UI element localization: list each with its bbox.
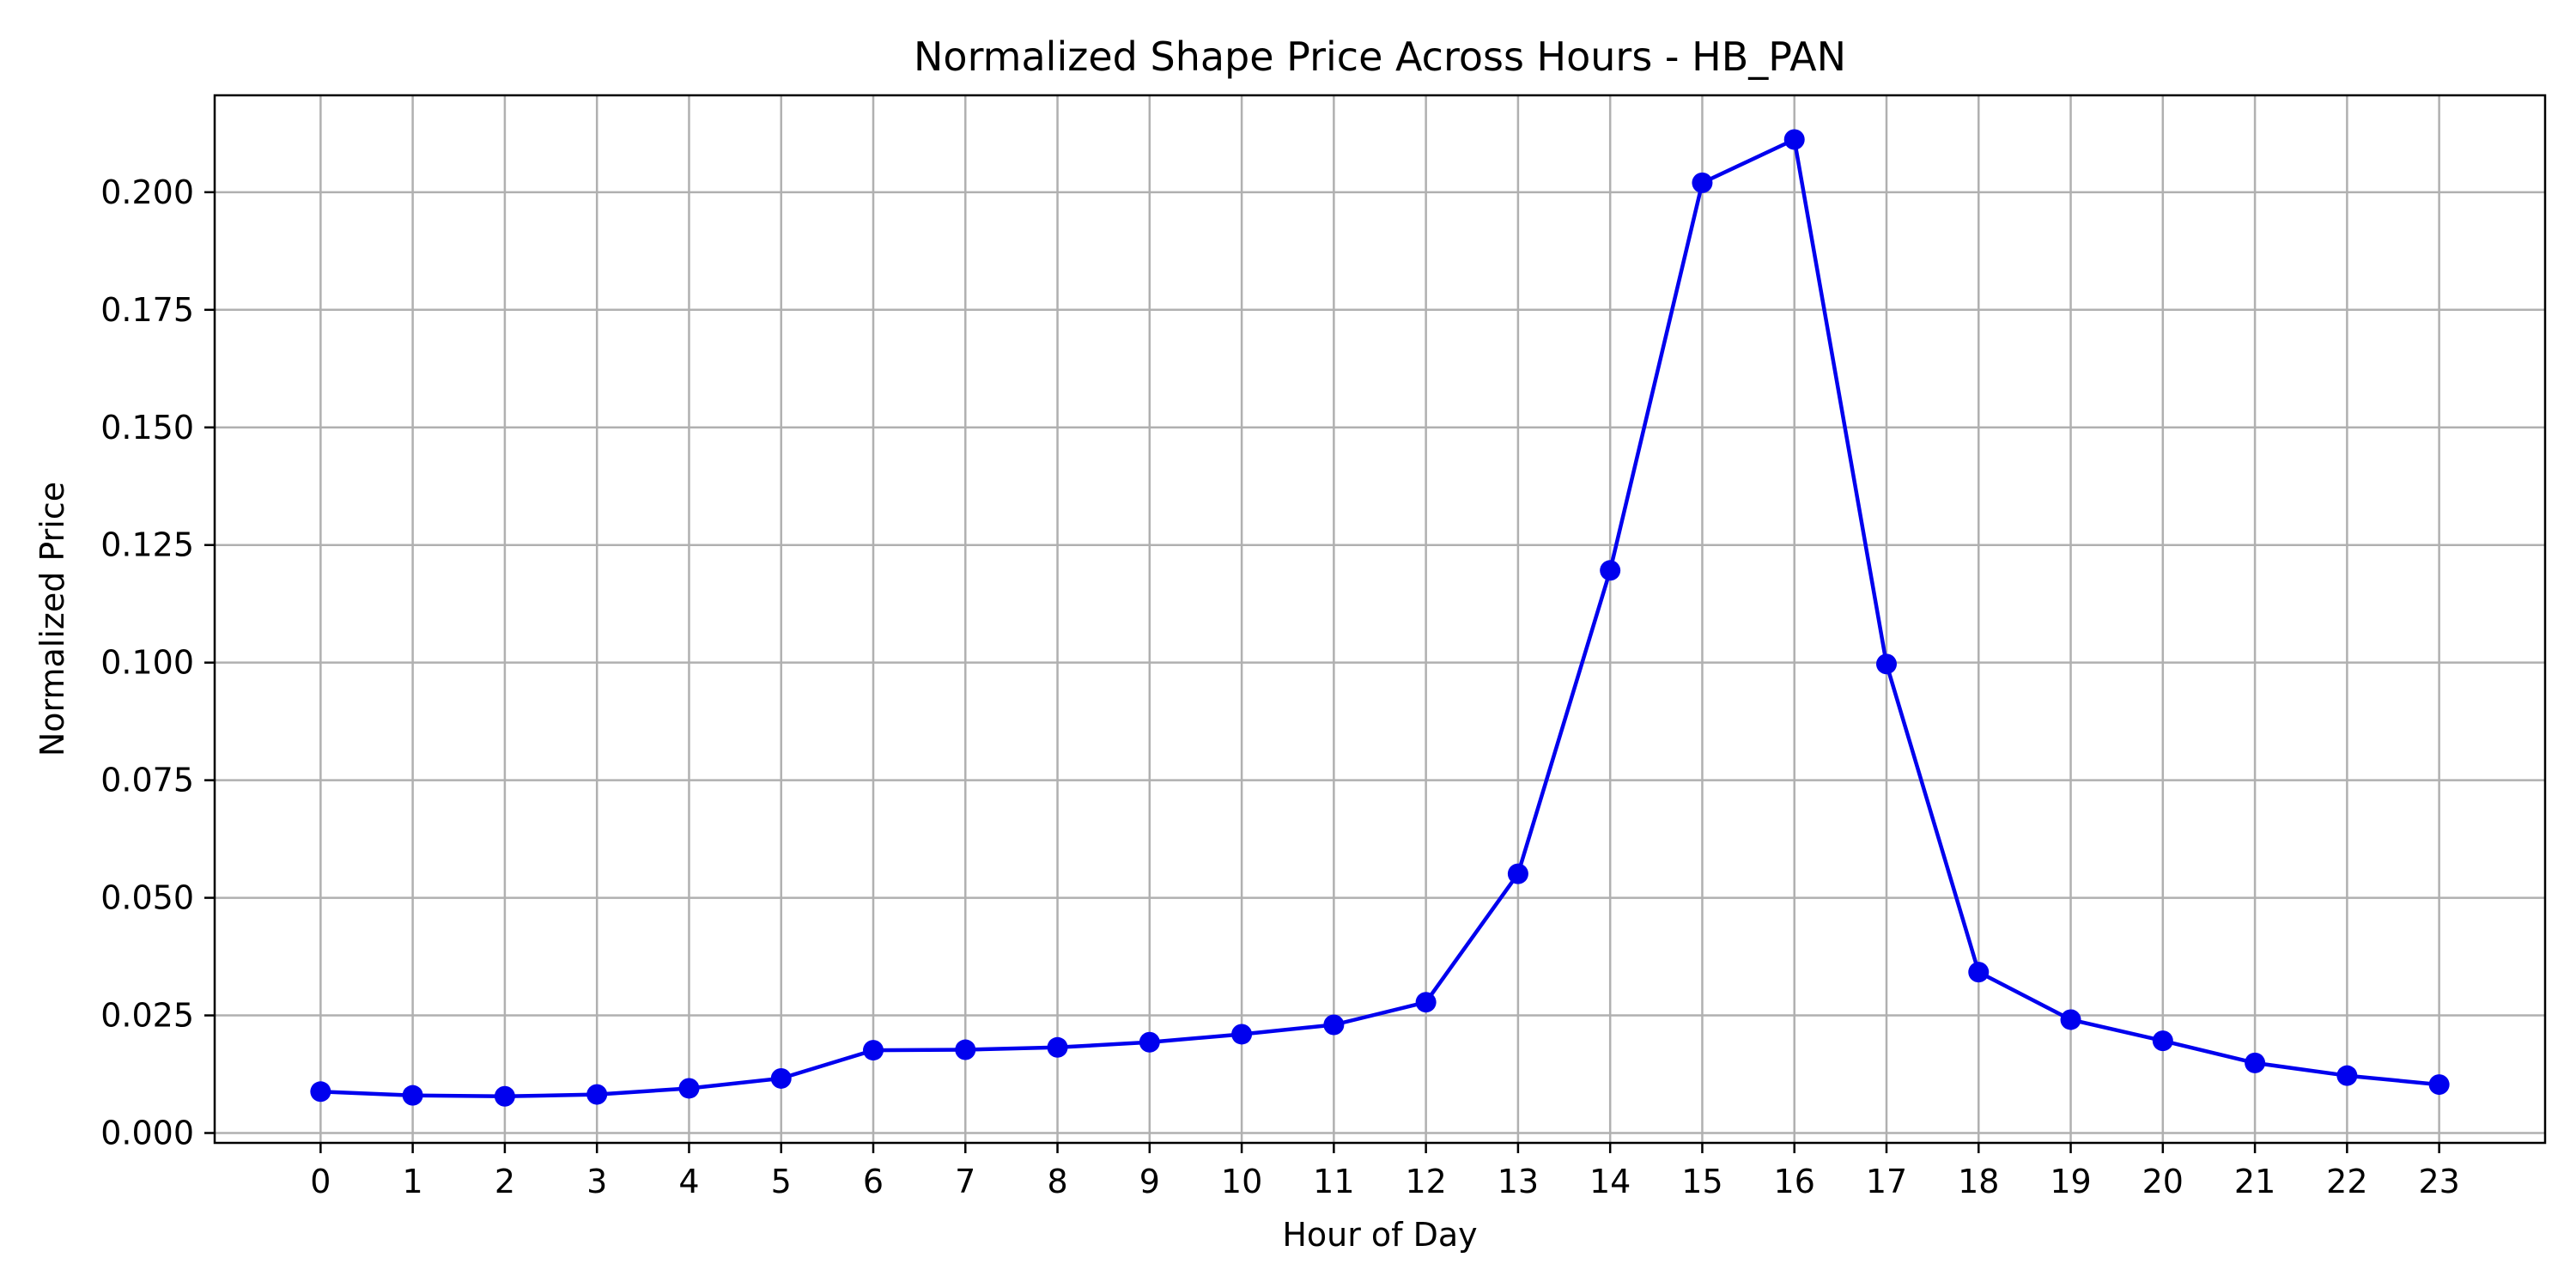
data-point [770, 1067, 792, 1089]
x-tick-label: 19 [2050, 1163, 2091, 1200]
data-point [1507, 863, 1528, 884]
x-tick-label: 8 [1047, 1163, 1067, 1200]
x-tick-label: 17 [1866, 1163, 1907, 1200]
y-axis-label: Normalized Price [33, 482, 71, 756]
data-point [863, 1040, 884, 1061]
x-tick-label: 4 [678, 1163, 699, 1200]
data-point [1968, 962, 1990, 983]
x-tick-label: 6 [863, 1163, 884, 1200]
x-tick-label: 16 [1774, 1163, 1815, 1200]
data-point [1783, 129, 1805, 150]
data-point [1323, 1014, 1345, 1036]
x-tick-label: 21 [2234, 1163, 2275, 1200]
data-point [955, 1039, 976, 1060]
plot-frame [213, 94, 2547, 1145]
y-tick-label: 0.050 [100, 879, 194, 917]
data-point [2060, 1009, 2081, 1030]
y-tick-label: 0.025 [100, 997, 194, 1035]
data-point [2245, 1052, 2266, 1073]
y-tick-label: 0.200 [100, 173, 194, 211]
x-tick-label: 0 [310, 1163, 331, 1200]
data-point [2336, 1065, 2358, 1086]
data-point [1600, 560, 1621, 581]
x-tick-label: 10 [1221, 1163, 1262, 1200]
x-tick-label: 7 [955, 1163, 975, 1200]
data-point [494, 1085, 515, 1107]
series-group [310, 129, 2450, 1107]
data-point [1139, 1031, 1160, 1053]
x-tick-label: 15 [1681, 1163, 1722, 1200]
x-tick-label: 1 [403, 1163, 423, 1200]
y-tick-label: 0.175 [100, 291, 194, 329]
x-tick-label: 14 [1589, 1163, 1631, 1200]
axis-ticks: 0 1 2 3 4 5 6 7 8 9 10 11 12 13 14 15 16 17 18 19 20 21 22 230.… [100, 173, 2460, 1200]
data-point [586, 1084, 608, 1105]
data-point [1876, 653, 1897, 675]
x-tick-label: 12 [1405, 1163, 1446, 1200]
data-point [2152, 1030, 2173, 1052]
y-tick-label: 0.000 [100, 1114, 194, 1151]
x-tick-label: 20 [2142, 1163, 2184, 1200]
y-tick-label: 0.150 [100, 409, 194, 447]
x-axis-label: Hour of Day [1282, 1216, 1477, 1254]
x-tick-label: 9 [1139, 1163, 1160, 1200]
data-point [310, 1081, 331, 1103]
y-tick-label: 0.075 [100, 762, 194, 799]
y-tick-label: 0.100 [100, 644, 194, 682]
x-tick-label: 11 [1313, 1163, 1354, 1200]
data-point [1415, 992, 1437, 1013]
data-point [1047, 1036, 1068, 1058]
x-tick-label: 22 [2326, 1163, 2367, 1200]
data-point [402, 1084, 423, 1106]
series-line [320, 137, 2439, 1099]
data-point [1692, 172, 1713, 193]
y-tick-label: 0.125 [100, 526, 194, 564]
grid-lines [215, 95, 2545, 1143]
x-tick-label: 5 [771, 1163, 792, 1200]
x-tick-label: 13 [1498, 1163, 1539, 1200]
data-point [2428, 1074, 2450, 1096]
data-point [1231, 1024, 1253, 1045]
chart-title: Normalized Shape Price Across Hours - HB… [914, 33, 1846, 80]
x-tick-label: 23 [2418, 1163, 2459, 1200]
x-tick-label: 18 [1958, 1163, 1999, 1200]
data-point [678, 1078, 700, 1099]
x-tick-label: 2 [495, 1163, 515, 1200]
x-tick-label: 3 [586, 1163, 607, 1200]
